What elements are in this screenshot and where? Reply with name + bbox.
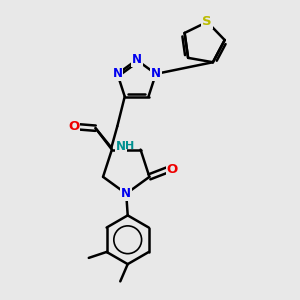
Text: H: H [125,141,134,151]
Text: O: O [68,120,79,133]
Text: N: N [121,187,131,200]
Text: N: N [112,68,122,80]
Text: N: N [132,53,142,66]
Text: N: N [116,140,126,153]
Text: S: S [202,15,212,28]
Text: O: O [167,163,178,176]
Text: N: N [151,68,161,80]
